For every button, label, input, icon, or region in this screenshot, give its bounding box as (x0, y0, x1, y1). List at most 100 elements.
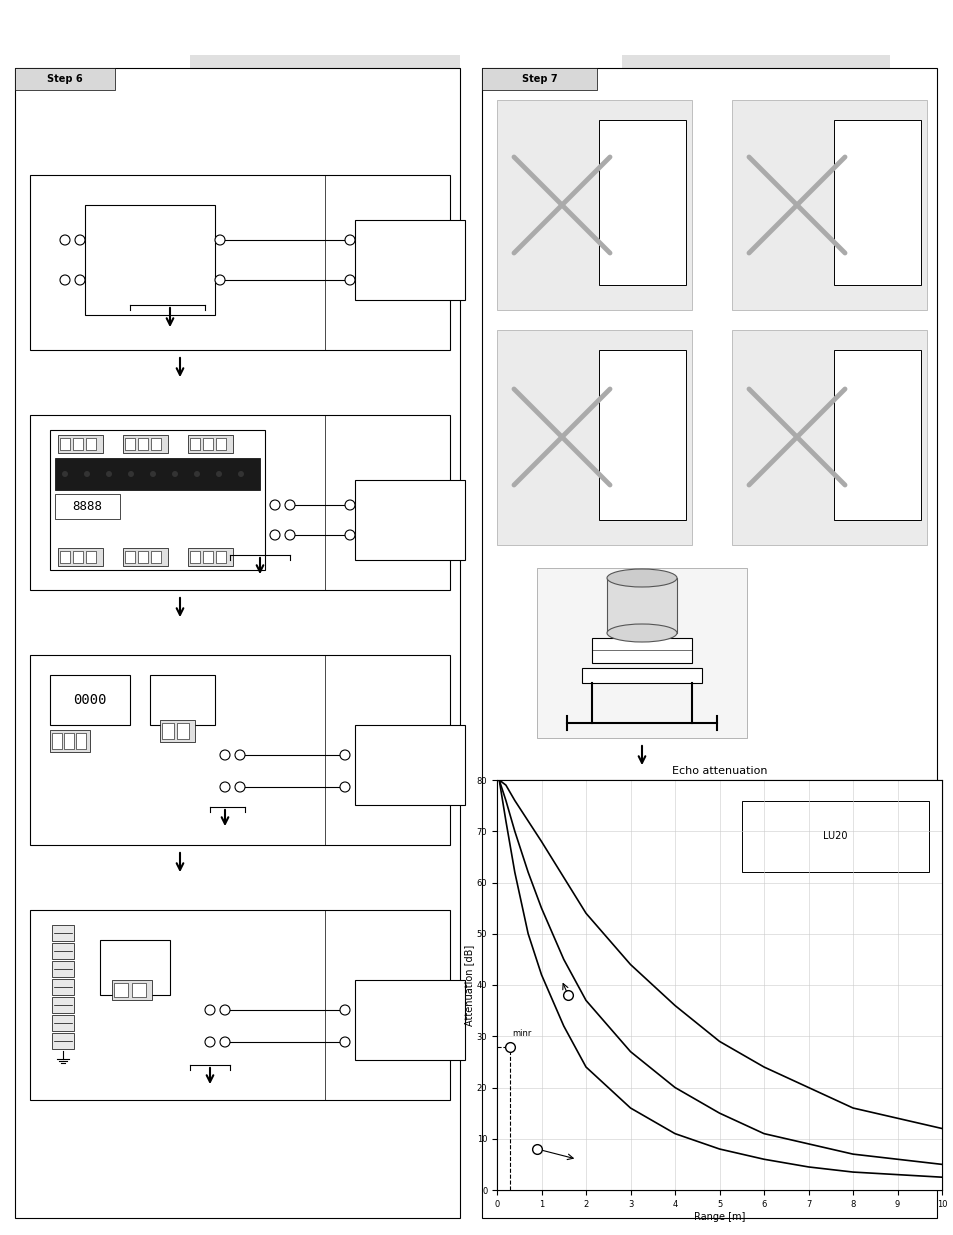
Y-axis label: Attenuation [dB]: Attenuation [dB] (463, 945, 474, 1025)
Bar (15, 68, 115, 90)
Circle shape (128, 471, 133, 477)
Bar (355, 981, 464, 1060)
Bar (100, 940, 170, 995)
Circle shape (75, 275, 85, 285)
Bar (481, 68, 936, 1218)
Bar (481, 68, 597, 90)
Bar (203, 438, 213, 450)
Bar (215, 438, 226, 450)
Bar (58, 435, 103, 453)
Circle shape (214, 235, 225, 245)
Bar (162, 722, 173, 739)
Bar (731, 100, 926, 310)
Circle shape (339, 1037, 350, 1047)
Circle shape (345, 530, 355, 540)
Text: Step 6: Step 6 (47, 74, 83, 84)
Bar (731, 330, 926, 545)
Circle shape (285, 530, 294, 540)
Bar (355, 220, 464, 300)
Bar (151, 551, 161, 563)
Bar (581, 668, 701, 683)
Bar (150, 676, 214, 725)
Bar (30, 415, 450, 590)
Bar (52, 734, 62, 748)
Bar (113, 983, 128, 997)
Text: minr: minr (512, 1029, 532, 1039)
Bar (215, 551, 226, 563)
Circle shape (150, 471, 156, 477)
Circle shape (172, 471, 178, 477)
Circle shape (193, 471, 200, 477)
Circle shape (220, 1037, 230, 1047)
Bar (190, 551, 200, 563)
Bar (60, 551, 70, 563)
Circle shape (345, 500, 355, 510)
Bar (123, 548, 168, 566)
Bar (598, 120, 685, 285)
Bar (621, 56, 889, 77)
Bar (741, 800, 927, 872)
Circle shape (214, 275, 225, 285)
Bar (190, 438, 200, 450)
Title: Echo attenuation: Echo attenuation (671, 767, 766, 777)
Circle shape (62, 471, 68, 477)
Text: 8888: 8888 (71, 500, 102, 514)
Bar (188, 548, 233, 566)
Circle shape (237, 471, 244, 477)
Circle shape (75, 235, 85, 245)
Text: 0000: 0000 (73, 693, 107, 706)
Circle shape (285, 500, 294, 510)
Bar (52, 925, 74, 941)
Bar (52, 944, 74, 960)
Bar (355, 480, 464, 559)
Bar (833, 350, 920, 520)
Bar (30, 910, 450, 1100)
Bar (73, 551, 83, 563)
Bar (203, 551, 213, 563)
Circle shape (270, 530, 280, 540)
Bar (50, 676, 130, 725)
Bar (52, 1032, 74, 1049)
Bar (85, 205, 214, 315)
Circle shape (339, 1005, 350, 1015)
Bar (125, 551, 135, 563)
Bar (598, 350, 685, 520)
Bar (58, 548, 103, 566)
Circle shape (220, 750, 230, 760)
Bar (112, 981, 152, 1000)
Circle shape (345, 235, 355, 245)
Bar (138, 438, 148, 450)
Bar (125, 438, 135, 450)
Bar (52, 961, 74, 977)
Bar (138, 551, 148, 563)
Circle shape (205, 1005, 214, 1015)
Bar (188, 435, 233, 453)
Ellipse shape (606, 624, 677, 642)
Bar (73, 438, 83, 450)
Bar (50, 730, 90, 752)
Bar (497, 330, 691, 545)
Bar (355, 725, 464, 805)
Ellipse shape (606, 569, 677, 587)
Bar (60, 438, 70, 450)
Bar (86, 438, 96, 450)
Bar (606, 578, 677, 634)
Bar (64, 734, 74, 748)
Bar (55, 494, 120, 519)
Bar (76, 734, 86, 748)
Circle shape (205, 1037, 214, 1047)
Bar (52, 979, 74, 995)
Bar (132, 983, 146, 997)
Bar (160, 720, 194, 742)
Bar (537, 568, 746, 739)
Bar (52, 1015, 74, 1031)
Bar (50, 430, 265, 571)
Bar (55, 458, 260, 490)
Circle shape (339, 782, 350, 792)
Bar (833, 120, 920, 285)
Bar (30, 655, 450, 845)
Bar (497, 781, 941, 1191)
Text: LU20: LU20 (822, 831, 846, 841)
Circle shape (234, 750, 245, 760)
Bar (30, 175, 450, 350)
